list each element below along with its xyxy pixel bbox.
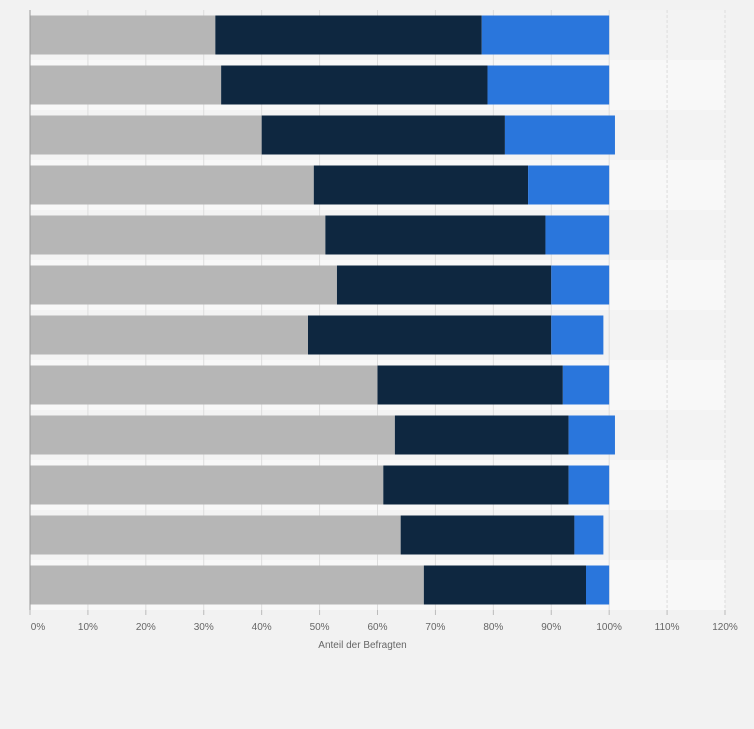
- bar-segment-s2-r7: [562, 365, 610, 405]
- bar-segment-s0-r7: [30, 365, 378, 405]
- bar-segment-s2-r1: [487, 65, 610, 105]
- bar-segment-s2-r2: [504, 115, 615, 155]
- bar-segment-s0-r9: [30, 465, 384, 505]
- bar-segment-s0-r6: [30, 315, 308, 355]
- x-tick-label: 10%: [78, 622, 98, 633]
- x-tick-label: 80%: [483, 622, 503, 633]
- bar-segment-s2-r8: [568, 415, 615, 455]
- bar-segment-s1-r5: [336, 265, 552, 305]
- bar-segment-s0-r0: [30, 15, 216, 55]
- bar-segment-s1-r8: [394, 415, 569, 455]
- bar-segment-s2-r10: [574, 515, 604, 555]
- bar-segment-s1-r0: [215, 15, 482, 55]
- x-axis-ticks: 0% 10% 20% 30% 40% 50% 60% 70% 80% 90% 100% 110% 120…: [29, 610, 738, 633]
- bar-segment-s0-r3: [30, 165, 314, 205]
- bar-segment-s1-r6: [308, 315, 552, 355]
- bar-segment-s2-r6: [551, 315, 604, 355]
- x-tick-label: 0%: [31, 622, 46, 633]
- bar-segment-s0-r2: [30, 115, 262, 155]
- bar-segment-s0-r1: [30, 65, 222, 105]
- bar-segment-s1-r2: [261, 115, 505, 155]
- bar-segment-s1-r10: [400, 515, 575, 555]
- x-tick-label: 100%: [596, 622, 622, 633]
- bar-segment-s0-r11: [30, 565, 424, 605]
- x-tick-label: 90%: [541, 622, 561, 633]
- bar-segment-s1-r9: [383, 465, 569, 505]
- x-tick-label: 40%: [252, 622, 272, 633]
- bar-segment-s0-r5: [30, 265, 337, 305]
- bar-segment-s0-r4: [30, 215, 326, 255]
- x-tick-label: 50%: [310, 622, 330, 633]
- bar-segment-s2-r0: [481, 15, 610, 55]
- x-axis-title: Anteil der Befragten: [318, 640, 406, 651]
- bar-segment-s0-r10: [30, 515, 401, 555]
- x-tick-label: 20%: [136, 622, 156, 633]
- x-tick-label: 30%: [194, 622, 214, 633]
- x-tick-label: 110%: [655, 622, 680, 633]
- grid-lines: [87, 10, 726, 610]
- bar-segment-s2-r5: [551, 265, 610, 305]
- bar-segment-s1-r11: [423, 565, 586, 605]
- x-tick-label: 60%: [367, 622, 387, 633]
- bar-segment-s2-r4: [545, 215, 610, 255]
- bar-segment-s2-r9: [568, 465, 610, 505]
- bar-segment-s1-r7: [377, 365, 563, 405]
- x-tick-label: 70%: [425, 622, 445, 633]
- bar-segment-s0-r8: [30, 415, 395, 455]
- bars: [30, 15, 615, 605]
- x-tick-label: 120%: [712, 622, 738, 633]
- bar-segment-s1-r3: [313, 165, 529, 205]
- bar-segment-s2-r3: [528, 165, 610, 205]
- bar-segment-s1-r4: [325, 215, 546, 255]
- bar-segment-s2-r11: [586, 565, 610, 605]
- bar-segment-s1-r1: [221, 65, 488, 105]
